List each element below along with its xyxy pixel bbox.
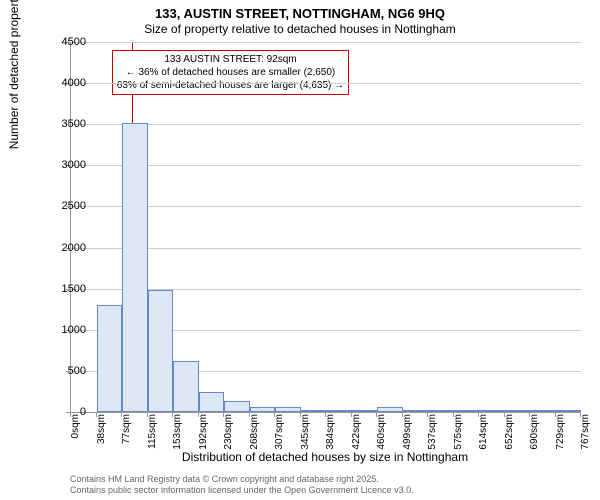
histogram-bar [377, 407, 403, 412]
y-tick-label: 4000 [46, 77, 86, 89]
x-tick-label: 499sqm [402, 414, 413, 464]
histogram-bar [428, 410, 454, 412]
x-tick-label: 307sqm [274, 414, 285, 464]
gridline [71, 83, 581, 84]
x-tick-label: 345sqm [300, 414, 311, 464]
histogram-bar [454, 410, 480, 412]
x-tick-label: 614sqm [478, 414, 489, 464]
annotation-line3: 63% of semi-detached houses are larger (… [117, 79, 344, 92]
histogram-bar [97, 305, 123, 412]
chart-title-sub: Size of property relative to detached ho… [0, 22, 600, 36]
y-tick-label: 2500 [46, 200, 86, 212]
y-axis-label: Number of detached properties [7, 0, 21, 149]
plot-area: 133 AUSTIN STREET: 92sqm ← 36% of detach… [70, 42, 581, 413]
histogram-bar [352, 410, 378, 412]
x-tick-label: 690sqm [529, 414, 540, 464]
histogram-bar [250, 407, 276, 412]
x-tick-label: 38sqm [96, 414, 107, 464]
chart-title-main: 133, AUSTIN STREET, NOTTINGHAM, NG6 9HQ [0, 6, 600, 21]
chart-container: 133, AUSTIN STREET, NOTTINGHAM, NG6 9HQ … [0, 0, 600, 500]
x-tick-label: 0sqm [70, 414, 81, 464]
histogram-bar [275, 407, 301, 412]
gridline [71, 42, 581, 43]
y-tick-label: 3500 [46, 118, 86, 130]
histogram-bar [505, 410, 531, 412]
y-tick-label: 2000 [46, 242, 86, 254]
y-tick-label: 3000 [46, 159, 86, 171]
x-tick-label: 537sqm [427, 414, 438, 464]
gridline [71, 206, 581, 207]
gridline [71, 165, 581, 166]
histogram-bar [148, 290, 174, 412]
y-tick-label: 4500 [46, 36, 86, 48]
x-tick-label: 230sqm [223, 414, 234, 464]
annotation-line2: ← 36% of detached houses are smaller (2,… [117, 66, 344, 79]
x-tick-label: 268sqm [249, 414, 260, 464]
x-tick-label: 729sqm [555, 414, 566, 464]
y-tick-label: 1000 [46, 324, 86, 336]
histogram-bar [556, 410, 582, 412]
histogram-bar [530, 410, 556, 412]
y-tick-label: 1500 [46, 283, 86, 295]
x-tick-label: 384sqm [325, 414, 336, 464]
histogram-bar [173, 361, 199, 412]
histogram-bar [403, 410, 429, 412]
x-tick-label: 460sqm [376, 414, 387, 464]
histogram-bar [122, 123, 148, 412]
footer-text: Contains HM Land Registry data © Crown c… [70, 474, 414, 496]
gridline [71, 124, 581, 125]
histogram-bar [326, 410, 352, 412]
annotation-box: 133 AUSTIN STREET: 92sqm ← 36% of detach… [112, 50, 349, 95]
x-tick-label: 767sqm [580, 414, 591, 464]
x-tick-label: 153sqm [172, 414, 183, 464]
x-tick-label: 192sqm [198, 414, 209, 464]
x-tick-label: 575sqm [453, 414, 464, 464]
x-tick-label: 115sqm [147, 414, 158, 464]
y-tick-label: 500 [46, 365, 86, 377]
gridline [71, 248, 581, 249]
footer-line2: Contains public sector information licen… [70, 485, 414, 496]
histogram-bar [224, 401, 250, 412]
histogram-bar [479, 410, 505, 412]
histogram-bar [301, 410, 327, 412]
x-tick-label: 652sqm [504, 414, 515, 464]
histogram-bar [199, 392, 225, 412]
annotation-line1: 133 AUSTIN STREET: 92sqm [117, 53, 344, 66]
x-tick-label: 422sqm [351, 414, 362, 464]
footer-line1: Contains HM Land Registry data © Crown c… [70, 474, 414, 485]
x-tick-label: 77sqm [121, 414, 132, 464]
